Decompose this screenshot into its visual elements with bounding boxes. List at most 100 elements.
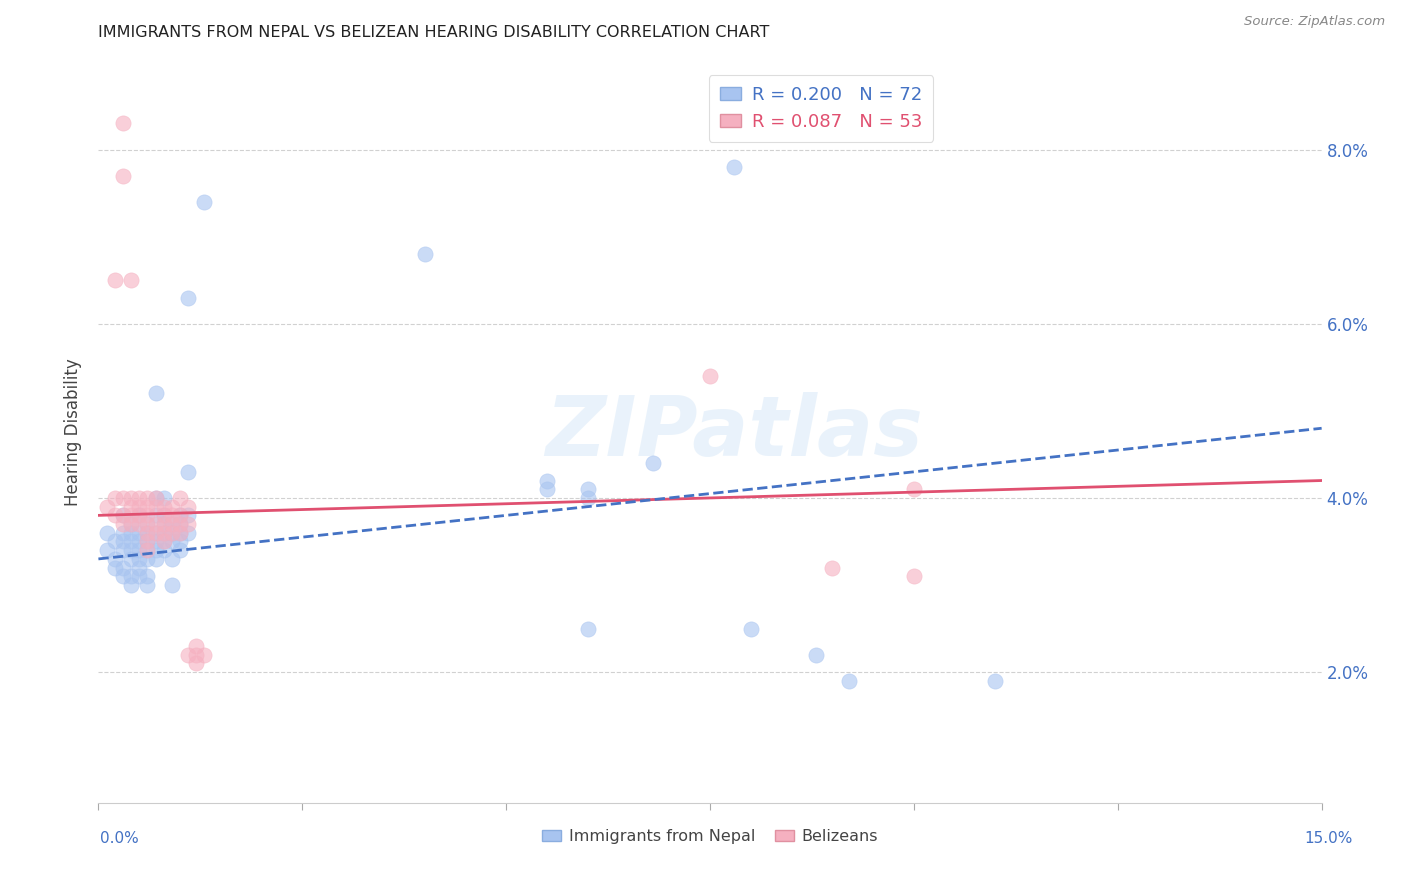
Point (193, 194, 215, 209)
Point (536, 482, 558, 496)
Point (145, 491, 167, 505)
Point (169, 508, 191, 523)
Point (136, 543, 159, 558)
Point (804, 648, 827, 662)
Point (120, 569, 142, 583)
Point (169, 517, 191, 532)
Point (177, 500, 200, 514)
Point (177, 291, 200, 305)
Point (145, 491, 167, 505)
Point (128, 491, 150, 505)
Point (120, 517, 142, 532)
Text: Source: ZipAtlas.com: Source: ZipAtlas.com (1244, 15, 1385, 28)
Point (111, 491, 134, 505)
Point (104, 273, 127, 287)
Point (152, 517, 174, 532)
Point (96, 500, 118, 514)
Point (145, 543, 167, 558)
Point (152, 525, 174, 540)
Point (723, 160, 745, 174)
Y-axis label: Hearing Disability: Hearing Disability (65, 359, 83, 507)
Point (152, 534, 174, 549)
Point (128, 552, 150, 566)
Point (111, 560, 134, 574)
Point (152, 517, 174, 532)
Point (111, 525, 134, 540)
Point (169, 534, 191, 549)
Point (104, 491, 127, 505)
Point (128, 525, 150, 540)
Point (104, 560, 127, 574)
Point (160, 517, 183, 532)
Point (903, 482, 925, 496)
Point (145, 517, 167, 532)
Point (177, 517, 200, 532)
Point (136, 500, 159, 514)
Point (576, 482, 599, 496)
Point (111, 569, 134, 583)
Point (96, 543, 118, 558)
Point (128, 534, 150, 549)
Point (145, 552, 167, 566)
Point (96, 525, 118, 540)
Point (136, 569, 159, 583)
Point (838, 673, 860, 688)
Point (160, 517, 183, 532)
Point (576, 491, 599, 505)
Text: 0.0%: 0.0% (100, 831, 139, 846)
Point (186, 639, 208, 653)
Point (128, 560, 150, 574)
Point (413, 247, 436, 261)
Point (145, 525, 167, 540)
Point (145, 500, 167, 514)
Point (536, 474, 558, 488)
Point (177, 465, 200, 479)
Point (193, 648, 215, 662)
Point (128, 569, 150, 583)
Point (136, 552, 159, 566)
Point (120, 543, 142, 558)
Point (177, 648, 200, 662)
Point (160, 525, 183, 540)
Point (104, 508, 127, 523)
Point (136, 525, 159, 540)
Point (136, 517, 159, 532)
Point (145, 525, 167, 540)
Point (120, 491, 142, 505)
Point (145, 508, 167, 523)
Point (136, 543, 159, 558)
Point (145, 534, 167, 549)
Point (128, 517, 150, 532)
Point (576, 622, 599, 636)
Point (699, 369, 721, 384)
Point (903, 569, 925, 583)
Point (160, 578, 183, 592)
Point (186, 657, 208, 671)
Point (160, 525, 183, 540)
Point (120, 500, 142, 514)
Point (169, 491, 191, 505)
Point (111, 517, 134, 532)
Point (120, 517, 142, 532)
Point (169, 525, 191, 540)
Point (111, 508, 134, 523)
Point (136, 517, 159, 532)
Point (169, 525, 191, 540)
Point (152, 508, 174, 523)
Point (152, 543, 174, 558)
Point (104, 534, 127, 549)
Point (120, 525, 142, 540)
Point (177, 508, 200, 523)
Point (740, 622, 762, 636)
Point (641, 456, 664, 470)
Legend: Immigrants from Nepal, Belizeans: Immigrants from Nepal, Belizeans (536, 822, 884, 850)
Text: ZIPatlas: ZIPatlas (546, 392, 924, 473)
Point (152, 508, 174, 523)
Point (128, 508, 150, 523)
Point (120, 552, 142, 566)
Point (160, 534, 183, 549)
Point (984, 673, 1007, 688)
Point (120, 508, 142, 523)
Point (120, 578, 142, 592)
Point (128, 508, 150, 523)
